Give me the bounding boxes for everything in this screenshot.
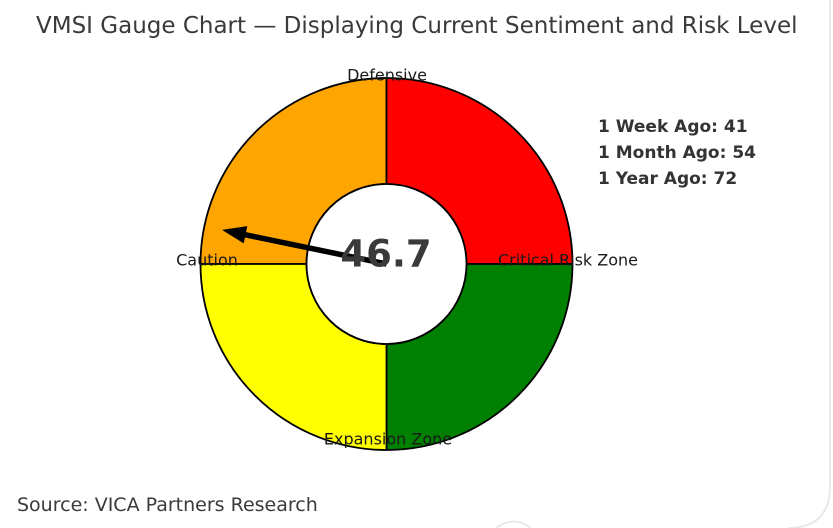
- zone-label-defensive: Defensive: [347, 65, 427, 85]
- gauge-current-value: 46.7: [340, 232, 432, 276]
- decorative-bottom-circle: [495, 520, 532, 528]
- gauge-needle: [221, 226, 388, 267]
- history-year: 1 Year Ago: 72: [598, 169, 738, 189]
- zone-label-critical-risk: Critical Risk Zone: [497, 250, 639, 270]
- history-block: 1 Week Ago: 41 1 Month Ago: 54 1 Year Ag…: [598, 114, 756, 192]
- decorative-frame-border: [787, 0, 831, 528]
- gauge-needle-head: [221, 226, 248, 244]
- page-title: VMSI Gauge Chart — Displaying Current Se…: [36, 13, 798, 39]
- zone-label-caution: Caution: [176, 250, 238, 270]
- zone-label-expansion: Expansion Zone: [323, 429, 453, 449]
- history-month: 1 Month Ago: 54: [598, 143, 756, 163]
- history-week: 1 Week Ago: 41: [598, 117, 748, 137]
- gauge-needle-shaft: [244, 232, 388, 267]
- source-note: Source: VICA Partners Research: [17, 494, 318, 516]
